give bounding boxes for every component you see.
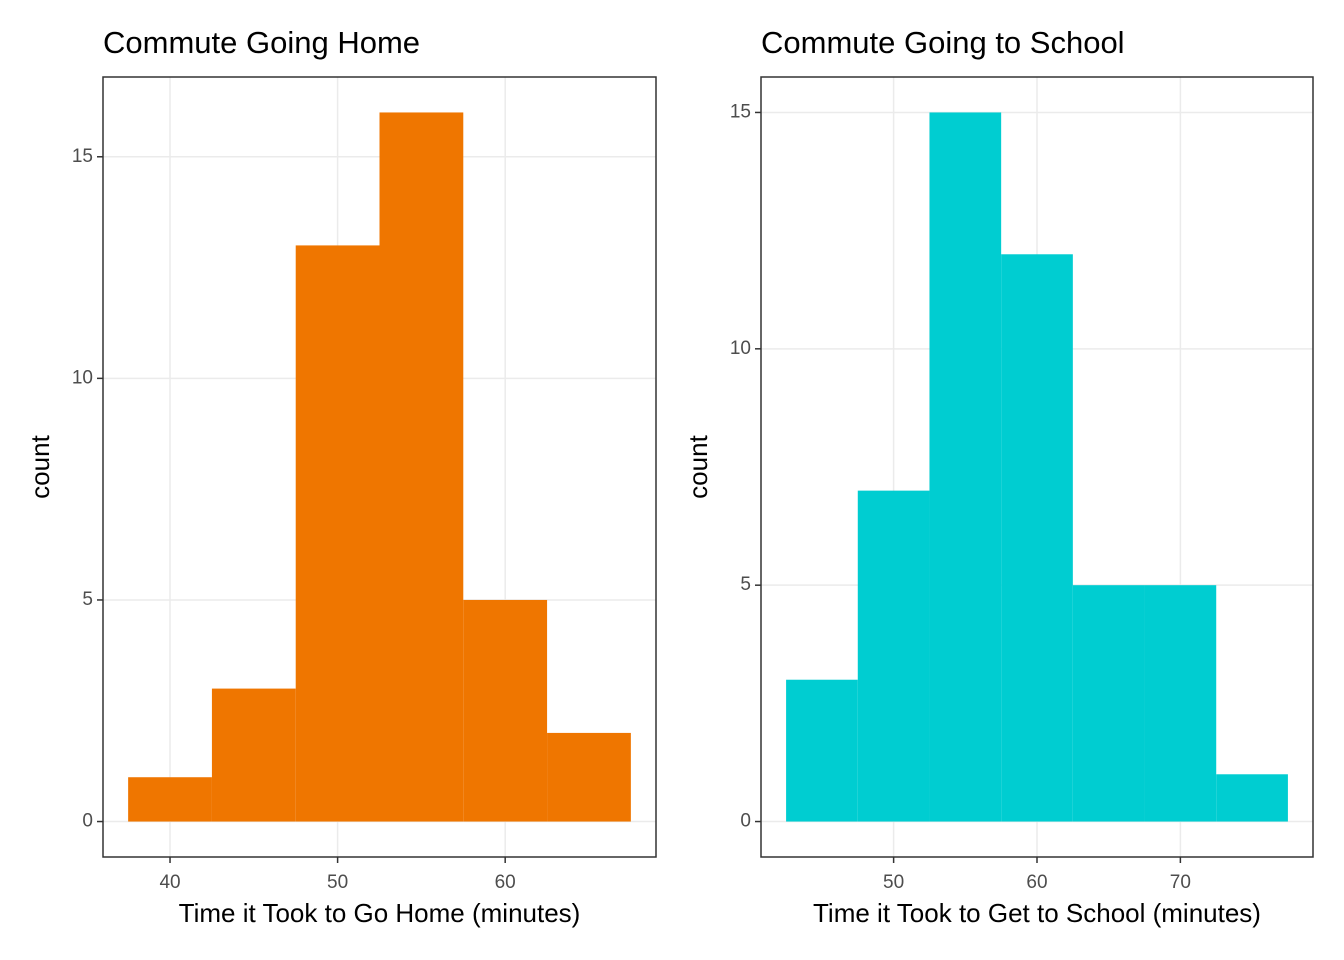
x-tick-label: 70 — [1170, 872, 1191, 893]
bar — [463, 599, 548, 822]
y-tick-label: 5 — [740, 574, 751, 595]
y-tick-label: 0 — [740, 811, 751, 832]
bar — [211, 688, 296, 822]
y-axis-label: count — [683, 434, 713, 498]
bar — [379, 112, 464, 822]
bar — [547, 732, 631, 822]
x-axis-label: Time it Took to Get to School (minutes) — [813, 898, 1261, 928]
bar — [929, 112, 1002, 822]
bar — [1144, 585, 1217, 822]
y-axis-label: count — [25, 434, 55, 498]
y-tick-label: 5 — [82, 589, 93, 610]
chart-title: Commute Going Home — [103, 25, 420, 60]
chart-title: Commute Going to School — [761, 25, 1125, 60]
bar — [128, 777, 212, 822]
bar — [786, 679, 858, 822]
y-tick-label: 10 — [730, 338, 751, 359]
x-tick-label: 60 — [495, 872, 516, 893]
y-tick-label: 0 — [82, 811, 93, 832]
y-tick-label: 15 — [72, 146, 93, 167]
bar — [1001, 254, 1073, 822]
x-axis-label: Time it Took to Go Home (minutes) — [179, 898, 581, 928]
x-tick-label: 60 — [1026, 872, 1047, 893]
x-tick-label: 50 — [327, 872, 348, 893]
bar — [1072, 585, 1145, 822]
y-tick-label: 15 — [730, 101, 751, 122]
y-tick-label: 10 — [72, 367, 93, 388]
x-tick-label: 40 — [159, 872, 180, 893]
bar — [1216, 774, 1288, 822]
panel-border — [760, 76, 1314, 858]
panel-border — [102, 76, 657, 858]
bar — [295, 245, 380, 822]
bar — [857, 490, 930, 822]
x-tick-label: 50 — [883, 872, 904, 893]
